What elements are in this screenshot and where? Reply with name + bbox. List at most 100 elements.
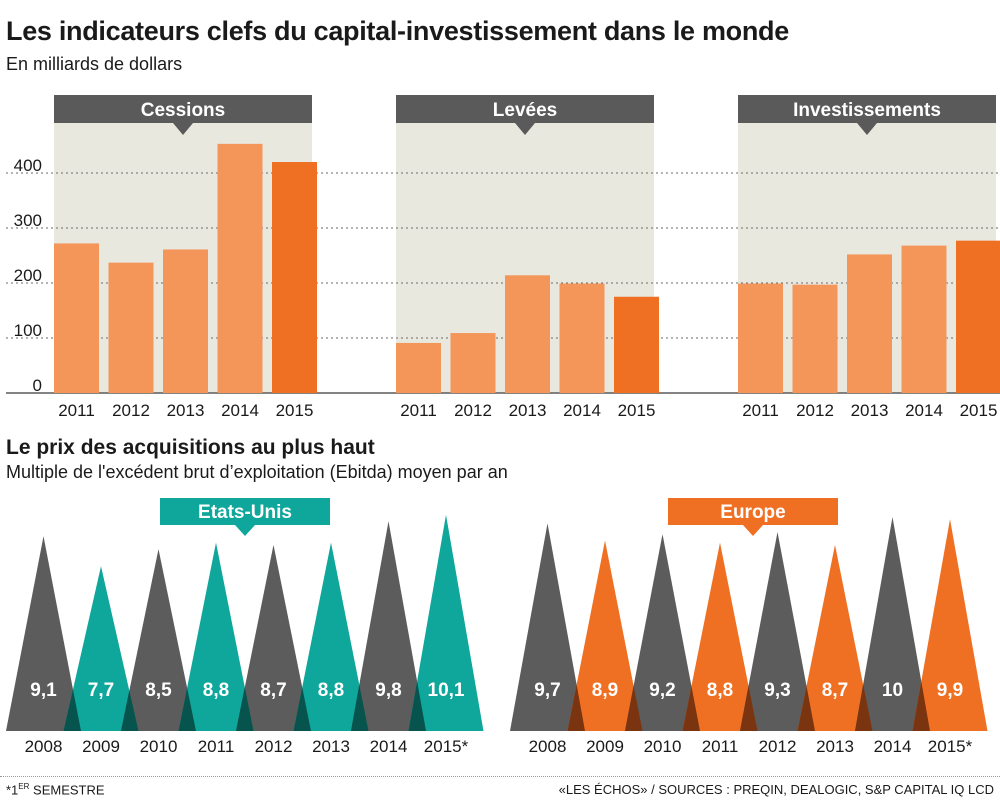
- triangle-overlap: [63, 689, 81, 731]
- y-tick-label: 400: [14, 156, 42, 175]
- bar-2013: [163, 249, 208, 393]
- triangle-2010: [625, 534, 700, 731]
- x-tick-label: 2013: [167, 401, 205, 420]
- group-header: [668, 498, 838, 525]
- value-label: 9,3: [764, 680, 790, 701]
- bar-2013: [847, 254, 892, 393]
- x-tick-label: 2010: [644, 737, 682, 756]
- group-title: Europe: [720, 502, 785, 523]
- triangle-2015*: [408, 514, 484, 731]
- value-label: 9,8: [375, 680, 401, 701]
- triangle-overlap: [293, 687, 311, 731]
- x-tick-label: 2013: [312, 737, 350, 756]
- bar-2011: [54, 243, 99, 393]
- value-label: 10: [882, 680, 903, 701]
- triangle-overlap: [797, 686, 815, 731]
- bar-2012: [792, 284, 838, 393]
- x-tick-label: 2014: [370, 737, 408, 756]
- triangle-overlap: [912, 681, 930, 731]
- triangle-overlap: [567, 684, 585, 731]
- x-tick-label: 2011: [58, 401, 95, 420]
- value-label: 8,8: [707, 680, 733, 701]
- triangle-2012: [236, 544, 311, 731]
- group-title: Etats-Unis: [198, 502, 292, 523]
- x-tick-label: 2015*: [424, 737, 469, 756]
- triangle-2014: [855, 517, 930, 731]
- x-tick-label: 2015: [276, 401, 314, 420]
- triangle-2010: [121, 549, 196, 731]
- bar-2014: [559, 283, 605, 393]
- panel-header-pointer: [515, 123, 535, 135]
- x-tick-label: 2012: [454, 401, 492, 420]
- triangle-overlap: [682, 686, 700, 731]
- value-label: 7,7: [88, 680, 114, 701]
- x-tick-label: 2015: [618, 401, 656, 420]
- x-tick-label: 2009: [82, 737, 120, 756]
- x-tick-label: 2011: [742, 401, 779, 420]
- triangle-overlap: [178, 687, 196, 731]
- x-tick-label: 2009: [586, 737, 624, 756]
- bar-2015: [956, 240, 1000, 393]
- x-tick-label: 2012: [112, 401, 150, 420]
- bar-2011: [396, 342, 441, 393]
- group-header-pointer: [743, 525, 763, 536]
- y-tick-label: 100: [14, 321, 42, 340]
- panel-title: Cessions: [141, 100, 225, 121]
- footer-divider: [0, 776, 1000, 777]
- x-tick-label: 2014: [905, 401, 943, 420]
- bar-2012: [108, 262, 154, 393]
- triangle-2009: [567, 540, 643, 731]
- value-label: 9,9: [937, 680, 963, 701]
- triangle-overlap: [236, 687, 254, 731]
- x-tick-label: 2011: [198, 737, 235, 756]
- triangle-overlap: [855, 684, 873, 731]
- triangle-2011: [178, 542, 254, 731]
- value-label: 9,2: [649, 680, 675, 701]
- group-header-pointer: [235, 525, 255, 536]
- value-label: 8,9: [592, 680, 618, 701]
- y-tick-label: 0: [33, 376, 42, 395]
- panel-header: [396, 95, 654, 123]
- bar-2014: [217, 143, 263, 393]
- triangle-2011: [682, 542, 758, 731]
- bar-2012: [450, 333, 496, 393]
- x-tick-label: 2015: [960, 401, 998, 420]
- x-tick-label: 2014: [874, 737, 912, 756]
- triangle-2014: [351, 521, 426, 731]
- page-subtitle: En milliards de dollars: [6, 54, 183, 74]
- x-tick-label: 2015*: [928, 737, 973, 756]
- bar-2014: [901, 245, 947, 393]
- value-label: 10,1: [428, 680, 465, 701]
- bar-2013: [505, 275, 550, 393]
- value-label: 8,5: [145, 680, 172, 701]
- x-tick-label: 2012: [796, 401, 834, 420]
- x-tick-label: 2014: [563, 401, 601, 420]
- page-title: Les indicateurs clefs du capital-investi…: [6, 16, 789, 46]
- x-tick-label: 2014: [221, 401, 259, 420]
- panel-header: [738, 95, 996, 123]
- x-tick-label: 2010: [140, 737, 178, 756]
- x-tick-label: 2012: [255, 737, 293, 756]
- triangle-overlap: [408, 681, 426, 731]
- footnote: *1ER SEMESTRE: [6, 782, 105, 798]
- triangle-overlap: [121, 690, 139, 731]
- section-title: Le prix des acquisitions au plus haut: [6, 436, 375, 459]
- bar-2015: [272, 162, 317, 393]
- triangle-2012: [740, 531, 815, 731]
- y-tick-label: 200: [14, 266, 42, 285]
- source-credit: «LES ÉCHOS» / SOURCES : PREQIN, DEALOGIC…: [558, 782, 994, 797]
- section-subtitle: Multiple de l'excédent brut d’exploitati…: [6, 462, 508, 482]
- triangle-2008: [510, 523, 585, 731]
- x-tick-label: 2013: [851, 401, 889, 420]
- bar-2015: [614, 296, 659, 393]
- x-tick-label: 2008: [529, 737, 567, 756]
- panel-header: [54, 95, 312, 123]
- value-label: 8,7: [260, 680, 286, 701]
- triangle-2009: [63, 566, 139, 731]
- panel-title: Levées: [493, 100, 557, 121]
- triangle-2008: [6, 536, 81, 731]
- triangle-2013: [293, 542, 369, 731]
- x-tick-label: 2013: [509, 401, 547, 420]
- value-label: 8,7: [822, 680, 848, 701]
- group-header: [160, 498, 330, 525]
